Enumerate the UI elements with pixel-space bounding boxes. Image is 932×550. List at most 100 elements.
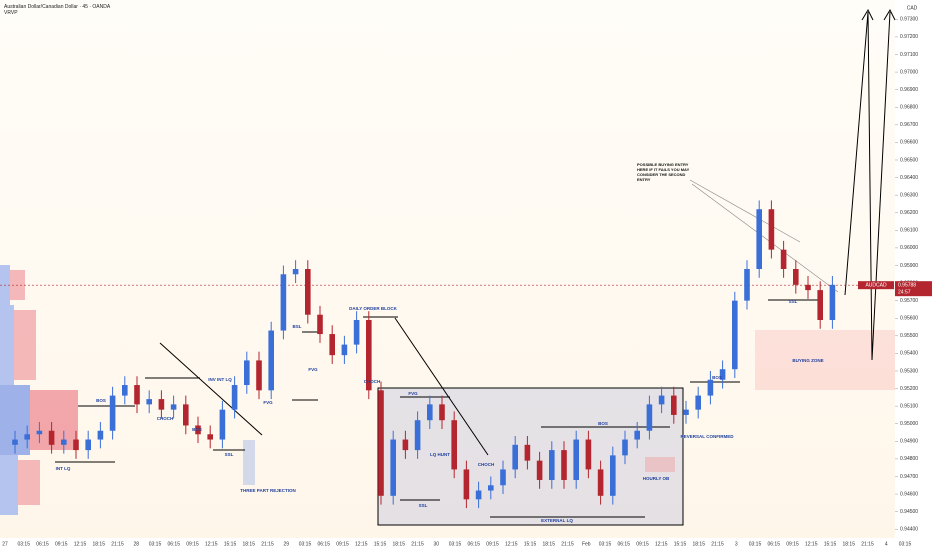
- y-tick-label: 0.95400: [900, 351, 918, 357]
- candle-body: [48, 430, 55, 445]
- volume-profile: [0, 265, 78, 515]
- annotation: DAILY ORDER BLOCK: [349, 306, 398, 311]
- x-tick-label: 12:15: [805, 541, 818, 547]
- x-tick-label: 3: [735, 541, 738, 547]
- candle-body: [122, 385, 128, 396]
- candle-body: [12, 439, 18, 445]
- drawings: [55, 8, 896, 518]
- x-tick-label: 21:15: [261, 541, 274, 547]
- annotation: BOS: [712, 375, 722, 380]
- x-tick-label: 18:15: [692, 541, 705, 547]
- x-tick-label: 06:15: [467, 541, 480, 547]
- price-label: 0.95788: [898, 283, 916, 289]
- entry-note: POSSIBLE BUYING ENTRY HERE IF IT FAILS Y…: [637, 162, 690, 182]
- candle-body: [256, 360, 262, 391]
- candle-body: [317, 314, 323, 335]
- annotation: FVG: [308, 367, 318, 372]
- candle-body: [512, 444, 518, 470]
- x-tick-label: 06:15: [317, 541, 330, 547]
- y-tick-label: 0.97300: [900, 17, 918, 23]
- annotation: SSL: [225, 452, 234, 457]
- annotation: LQ HUNT: [430, 452, 450, 457]
- annotation: CHOCH: [478, 462, 495, 467]
- currency-label: CAD: [907, 5, 918, 11]
- x-tick-label: 15:15: [524, 541, 537, 547]
- annotation: BOS: [192, 427, 202, 432]
- x-tick-label: 12:15: [74, 541, 87, 547]
- x-tick-label: 03:15: [17, 541, 30, 547]
- candle-body: [292, 269, 299, 275]
- x-tick-label: 03:15: [149, 541, 162, 547]
- y-tick-label: 0.95100: [900, 403, 918, 409]
- x-tick-label: 18:15: [542, 541, 555, 547]
- candle-body: [244, 360, 250, 386]
- x-tick-label: 12:15: [655, 541, 668, 547]
- x-tick-label: 21:15: [111, 541, 124, 547]
- candle-body: [597, 469, 604, 496]
- x-tick-label: 03:15: [599, 541, 612, 547]
- candle-body: [73, 439, 79, 451]
- candle-body: [402, 439, 409, 451]
- countdown-label: 24:57: [898, 290, 911, 296]
- x-tick-label: 28: [133, 541, 139, 547]
- annotation: THREE PART REJECTION: [240, 488, 295, 493]
- annotation: INV INT LQ: [208, 377, 232, 382]
- x-tick-label: 18:15: [392, 541, 405, 547]
- annotation: INT LQ: [56, 466, 71, 471]
- candle-body: [475, 490, 482, 500]
- chart-title: Australian Dollar/Canadian Dollar · 45 ·…: [4, 4, 111, 10]
- candle-body: [353, 319, 360, 345]
- candle-body: [549, 450, 555, 480]
- x-tick-label: Feb: [582, 541, 591, 547]
- x-tick-label: 4: [885, 541, 888, 547]
- y-tick-label: 0.94800: [900, 456, 918, 462]
- x-tick-label: 12:15: [355, 541, 368, 547]
- candle-body: [610, 455, 616, 496]
- y-tick-label: 0.95000: [900, 421, 918, 427]
- annotation: FVG: [408, 391, 418, 396]
- x-tick-label: 18:15: [842, 541, 855, 547]
- y-tick-label: 0.96200: [900, 210, 918, 216]
- candle-body: [622, 439, 628, 456]
- candle-body: [390, 439, 396, 496]
- x-tick-label: 21:15: [561, 541, 574, 547]
- candle-body: [61, 439, 67, 445]
- y-tick-label: 0.95300: [900, 368, 918, 374]
- candle-body: [268, 330, 274, 391]
- x-tick-label: 27: [2, 541, 8, 547]
- candle-body: [329, 334, 335, 356]
- y-tick-label: 0.94700: [900, 474, 918, 480]
- y-tick-label: 0.96700: [900, 122, 918, 128]
- candle-body: [146, 399, 152, 405]
- candle-body: [341, 344, 348, 356]
- candle-body: [219, 409, 226, 440]
- candle-body: [524, 444, 531, 461]
- y-tick-label: 0.94600: [900, 491, 918, 497]
- candle-body: [231, 385, 238, 410]
- price-box: [895, 281, 932, 297]
- candle-body: [719, 369, 726, 380]
- x-tick-label: 15:15: [674, 541, 687, 547]
- candle-body: [170, 404, 177, 410]
- header: Australian Dollar/Canadian Dollar · 45 ·…: [4, 4, 110, 16]
- y-tick-label: 0.96000: [900, 245, 918, 251]
- candle-body: [732, 300, 738, 370]
- candle-body: [378, 390, 384, 496]
- candle-body: [561, 450, 567, 480]
- rejection-zone: [243, 440, 255, 485]
- annotation: SSL: [419, 503, 428, 508]
- x-tick-label: 09:15: [486, 541, 499, 547]
- candle-body: [744, 269, 750, 301]
- candle-body: [634, 430, 640, 440]
- x-tick-label: 09:15: [55, 541, 68, 547]
- candle-body: [671, 395, 677, 415]
- y-tick-label: 0.95700: [900, 298, 918, 304]
- annotation: REVERSAL CONFIRMED: [681, 434, 735, 439]
- candle-body: [658, 395, 665, 405]
- x-tick-label: 29: [283, 541, 289, 547]
- x-tick-label: 15:15: [374, 541, 387, 547]
- candle-body: [646, 404, 653, 431]
- candle-body: [451, 420, 457, 470]
